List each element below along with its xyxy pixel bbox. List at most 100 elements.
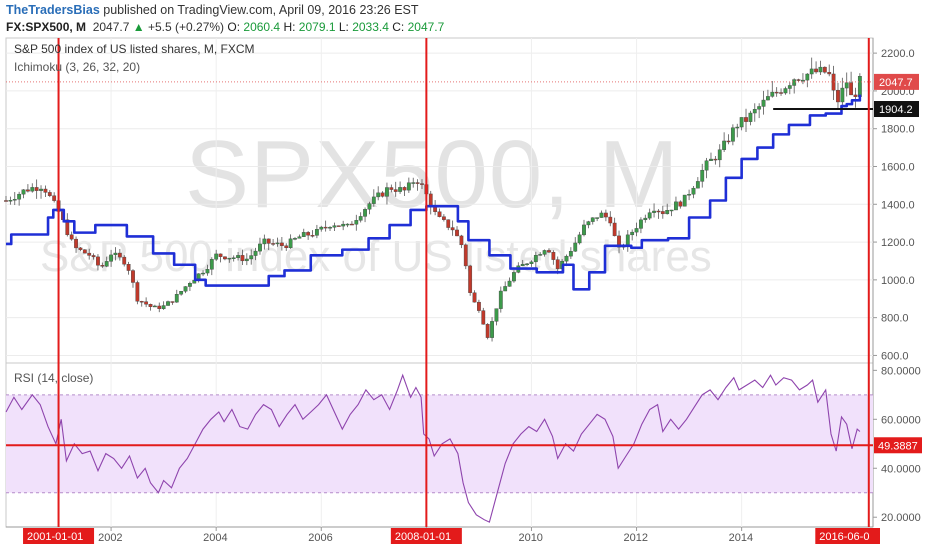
time-tick-label: 2014: [729, 532, 753, 544]
candle-body: [301, 232, 306, 237]
candle-body: [792, 79, 797, 86]
candle-body: [853, 94, 858, 97]
price-panel-frame: [5, 37, 874, 364]
candle-body: [253, 250, 258, 256]
candle-body: [328, 227, 332, 229]
candle-body: [43, 188, 48, 193]
candle-body: [376, 192, 381, 198]
candle-body: [354, 220, 359, 225]
candle-body: [12, 199, 17, 201]
candle-body: [201, 272, 205, 275]
date-marker-tag: [23, 528, 95, 544]
candle-body: [236, 255, 240, 258]
candle-body: [674, 201, 678, 211]
candle-body: [306, 232, 311, 236]
candle-body: [371, 196, 376, 204]
candle-body: [323, 226, 328, 229]
candle-body: [770, 91, 775, 97]
candle-body: [595, 217, 600, 219]
candle-body: [144, 301, 149, 305]
candle-body: [249, 255, 254, 260]
candle-body: [218, 253, 223, 257]
candle-body: [363, 209, 367, 217]
candle-body: [682, 194, 687, 207]
candle-body: [336, 225, 341, 227]
ichimoku-legend[interactable]: Ichimoku (3, 26, 32, 20): [14, 60, 141, 74]
rsi-level-label: 49.3887: [878, 440, 918, 452]
price-tick-label: 1000.0: [881, 275, 915, 287]
candle-body: [279, 242, 284, 246]
candle-body: [691, 187, 696, 195]
date-marker-label: 2016-06-0: [819, 531, 869, 543]
price-tick-label: 2200.0: [881, 48, 915, 60]
candle-body: [766, 96, 770, 101]
price-tick-label: 1200.0: [881, 237, 915, 249]
candle-body: [529, 261, 534, 265]
candle-body: [507, 280, 512, 287]
rsi-tick-label: 60.0000: [881, 414, 921, 426]
candle-body: [586, 221, 591, 226]
candle-body: [717, 149, 722, 161]
low-value: 2033.4: [352, 20, 389, 34]
candle-body: [30, 187, 35, 192]
candle-body: [135, 282, 140, 302]
candle-body: [39, 188, 43, 191]
high-label: H:: [283, 20, 296, 34]
candle-body: [503, 286, 508, 292]
ichimoku-line: [6, 94, 862, 291]
author-link[interactable]: TheTradersBias: [6, 3, 100, 17]
candle-body: [472, 292, 477, 303]
candle-body: [713, 158, 718, 161]
support-level-tag: [874, 101, 919, 118]
candle-body: [494, 308, 499, 322]
candle-body: [582, 224, 586, 236]
published-text: published on TradingView.com, April 09, …: [103, 3, 419, 17]
candle-body: [406, 182, 411, 191]
candle-body: [209, 259, 214, 270]
candle-body: [840, 87, 845, 103]
candle-body: [117, 252, 122, 258]
rsi-legend[interactable]: RSI (14, close): [14, 371, 94, 385]
candle-body: [498, 290, 503, 309]
candle-body: [665, 210, 670, 215]
date-marker-label: 2008-01-01: [395, 531, 451, 543]
candle-body: [174, 294, 179, 303]
candle-body: [109, 254, 113, 262]
symbol-label[interactable]: FX:SPX500, M: [6, 20, 87, 34]
candle-body: [91, 255, 96, 258]
price-tick-label: 1800.0: [881, 124, 915, 136]
candle-body: [796, 79, 801, 81]
candle-body: [490, 321, 494, 338]
candle-body: [783, 88, 788, 94]
candle-body: [415, 182, 420, 184]
candle-body: [96, 256, 100, 266]
candle-body: [639, 219, 643, 229]
candle-body: [8, 200, 13, 202]
candle-body: [126, 264, 131, 271]
candle-body: [275, 242, 280, 245]
candle-body: [844, 82, 849, 89]
date-marker-tag: [390, 528, 462, 544]
candle-body: [512, 272, 516, 282]
candle-body: [122, 256, 127, 265]
candle-body: [420, 183, 424, 185]
candle-body: [157, 305, 162, 309]
candle-body: [179, 291, 184, 295]
time-tick-label: 2012: [624, 532, 648, 544]
candle-body: [100, 265, 105, 267]
price-tick-label: 800.0: [881, 313, 909, 325]
candle-body: [293, 238, 297, 240]
candle-body: [695, 181, 700, 189]
candle-body: [726, 140, 731, 143]
candle-body: [266, 238, 271, 244]
low-label: L:: [338, 20, 349, 34]
candle-body: [441, 216, 446, 220]
candle-body: [568, 251, 573, 257]
candle-body: [385, 187, 389, 197]
candle-body: [612, 222, 617, 237]
candle-body: [669, 209, 674, 212]
candle-body: [538, 254, 543, 256]
candle-body: [34, 187, 39, 191]
candle-body: [809, 68, 814, 75]
